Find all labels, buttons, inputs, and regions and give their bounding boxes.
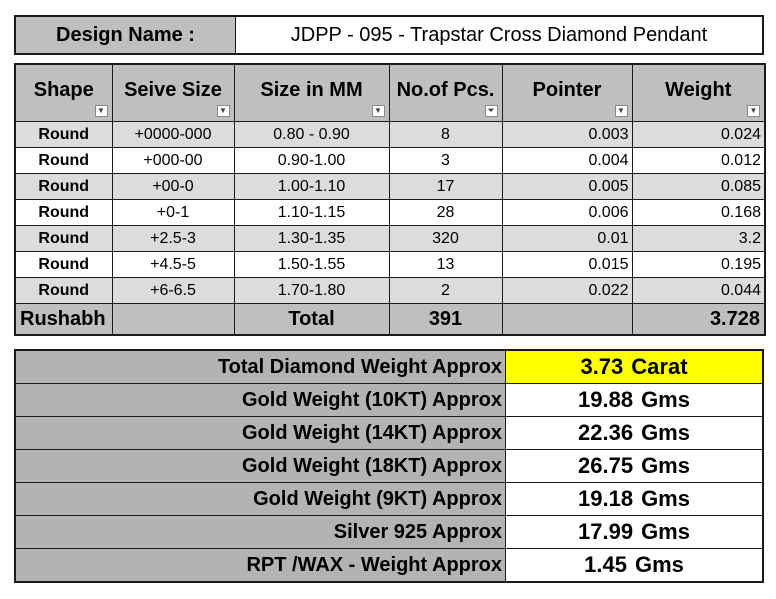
summary-label[interactable]: RPT /WAX - Weight Approx: [14, 548, 506, 583]
summary-row: Gold Weight (9KT) Approx 19.18 Gms: [14, 482, 764, 516]
summary-row: Gold Weight (14KT) Approx 22.36 Gms: [14, 416, 764, 450]
summary-value-diamond[interactable]: 3.73 Carat: [505, 349, 764, 384]
summary-label[interactable]: Gold Weight (14KT) Approx: [14, 416, 506, 450]
design-name-label: Design Name :: [14, 15, 236, 55]
summary-label[interactable]: Silver 925 Approx: [14, 515, 506, 549]
cell-pointer[interactable]: 0.015: [501, 251, 633, 278]
cell-weight[interactable]: 0.085: [631, 173, 766, 200]
summary-value[interactable]: 26.75 Gms: [505, 449, 764, 483]
cell-shape[interactable]: Round: [14, 277, 113, 304]
summary-row: Gold Weight (18KT) Approx 26.75 Gms: [14, 449, 764, 483]
header-shape[interactable]: Shape ▼: [14, 63, 113, 122]
cell-weight[interactable]: 0.012: [631, 147, 766, 174]
cell-shape[interactable]: Round: [14, 121, 113, 148]
cell-mm[interactable]: 1.30-1.35: [233, 225, 390, 252]
cell-seive[interactable]: +00-0: [111, 173, 235, 200]
cell-pointer[interactable]: 0.005: [501, 173, 633, 200]
cell-shape[interactable]: Round: [14, 225, 113, 252]
header-size-mm[interactable]: Size in MM ▼: [233, 63, 390, 122]
summary-label[interactable]: Total Diamond Weight Approx: [14, 349, 506, 384]
total-name-cell[interactable]: Rushabh: [14, 303, 113, 336]
cell-pcs[interactable]: 13: [388, 251, 503, 278]
cell-pointer[interactable]: 0.003: [501, 121, 633, 148]
summary-value[interactable]: 1.45 Gms: [505, 548, 764, 583]
cell-shape[interactable]: Round: [14, 173, 113, 200]
header-weight[interactable]: Weight ▼: [631, 63, 766, 122]
chevron-down-icon[interactable]: ▼: [371, 105, 385, 117]
summary-row: Silver 925 Approx 17.99 Gms: [14, 515, 764, 549]
chevron-down-icon[interactable]: ▼: [216, 105, 230, 117]
cell-weight[interactable]: 0.044: [631, 277, 766, 304]
cell-pcs[interactable]: 2: [388, 277, 503, 304]
cell-pointer[interactable]: 0.004: [501, 147, 633, 174]
cell-seive[interactable]: +4.5-5: [111, 251, 235, 278]
table-row: Round +6-6.5 1.70-1.80 2 0.022 0.044: [14, 277, 766, 304]
total-label-cell[interactable]: Total: [233, 303, 390, 336]
weight-summary-table: Total Diamond Weight Approx 3.73 Carat Go…: [14, 349, 764, 583]
cell-weight[interactable]: 0.024: [631, 121, 766, 148]
design-name-value[interactable]: JDPP - 095 - Trapstar Cross Diamond Pend…: [235, 15, 764, 55]
cell-weight[interactable]: 0.195: [631, 251, 766, 278]
total-weight-cell[interactable]: 3.728: [631, 303, 766, 336]
cell-seive[interactable]: +0000-000: [111, 121, 235, 148]
summary-value[interactable]: 22.36 Gms: [505, 416, 764, 450]
summary-label[interactable]: Gold Weight (18KT) Approx: [14, 449, 506, 483]
cell-mm[interactable]: 1.50-1.55: [233, 251, 390, 278]
cell-seive[interactable]: +6-6.5: [111, 277, 235, 304]
summary-row: Gold Weight (10KT) Approx 19.88 Gms: [14, 383, 764, 417]
total-pcs-cell[interactable]: 391: [388, 303, 503, 336]
cell-seive[interactable]: +000-00: [111, 147, 235, 174]
total-row: Rushabh Total 391 3.728: [14, 303, 766, 336]
cell-pointer[interactable]: 0.022: [501, 277, 633, 304]
cell-mm[interactable]: 1.10-1.15: [233, 199, 390, 226]
summary-label[interactable]: Gold Weight (10KT) Approx: [14, 383, 506, 417]
table-row: Round +4.5-5 1.50-1.55 13 0.015 0.195: [14, 251, 766, 278]
summary-value[interactable]: 17.99 Gms: [505, 515, 764, 549]
total-empty-cell[interactable]: [111, 303, 235, 336]
table-row: Round +0-1 1.10-1.15 28 0.006 0.168: [14, 199, 766, 226]
header-pointer[interactable]: Pointer ▼: [501, 63, 633, 122]
diamond-details-table: Shape ▼ Seive Size ▼ Size in MM ▼ No.of Pcs…: [14, 63, 766, 336]
cell-mm[interactable]: 1.70-1.80: [233, 277, 390, 304]
cell-seive[interactable]: +2.5-3: [111, 225, 235, 252]
cell-mm[interactable]: 0.80 - 0.90: [233, 121, 390, 148]
chevron-down-icon[interactable]: ▼: [614, 105, 628, 117]
cell-mm[interactable]: 0.90-1.00: [233, 147, 390, 174]
cell-seive[interactable]: +0-1: [111, 199, 235, 226]
summary-row: RPT /WAX - Weight Approx 1.45 Gms: [14, 548, 764, 583]
cell-shape[interactable]: Round: [14, 251, 113, 278]
filter-icon[interactable]: ⏷: [484, 105, 498, 117]
table-row: Round +0000-000 0.80 - 0.90 8 0.003 0.02…: [14, 121, 766, 148]
table-row: Round +00-0 1.00-1.10 17 0.005 0.085: [14, 173, 766, 200]
cell-shape[interactable]: Round: [14, 199, 113, 226]
summary-value[interactable]: 19.88 Gms: [505, 383, 764, 417]
chevron-down-icon[interactable]: ▼: [94, 105, 108, 117]
total-empty-cell[interactable]: [501, 303, 633, 336]
header-seive-size[interactable]: Seive Size ▼: [111, 63, 235, 122]
cell-mm[interactable]: 1.00-1.10: [233, 173, 390, 200]
cell-pcs[interactable]: 17: [388, 173, 503, 200]
header-no-of-pcs[interactable]: No.of Pcs. ⏷: [388, 63, 503, 122]
cell-pcs[interactable]: 28: [388, 199, 503, 226]
cell-pointer[interactable]: 0.006: [501, 199, 633, 226]
cell-pcs[interactable]: 3: [388, 147, 503, 174]
chevron-down-icon[interactable]: ▼: [747, 105, 760, 117]
cell-weight[interactable]: 0.168: [631, 199, 766, 226]
table-row: Round +2.5-3 1.30-1.35 320 0.01 3.2: [14, 225, 766, 252]
design-name-bar: Design Name : JDPP - 095 - Trapstar Cros…: [14, 15, 764, 55]
summary-label[interactable]: Gold Weight (9KT) Approx: [14, 482, 506, 516]
summary-value[interactable]: 19.18 Gms: [505, 482, 764, 516]
cell-pcs[interactable]: 8: [388, 121, 503, 148]
summary-row: Total Diamond Weight Approx 3.73 Carat: [14, 349, 764, 384]
cell-shape[interactable]: Round: [14, 147, 113, 174]
header-row: Shape ▼ Seive Size ▼ Size in MM ▼ No.of Pcs…: [14, 63, 766, 122]
cell-pcs[interactable]: 320: [388, 225, 503, 252]
cell-pointer[interactable]: 0.01: [501, 225, 633, 252]
cell-weight[interactable]: 3.2: [631, 225, 766, 252]
table-row: Round +000-00 0.90-1.00 3 0.004 0.012: [14, 147, 766, 174]
